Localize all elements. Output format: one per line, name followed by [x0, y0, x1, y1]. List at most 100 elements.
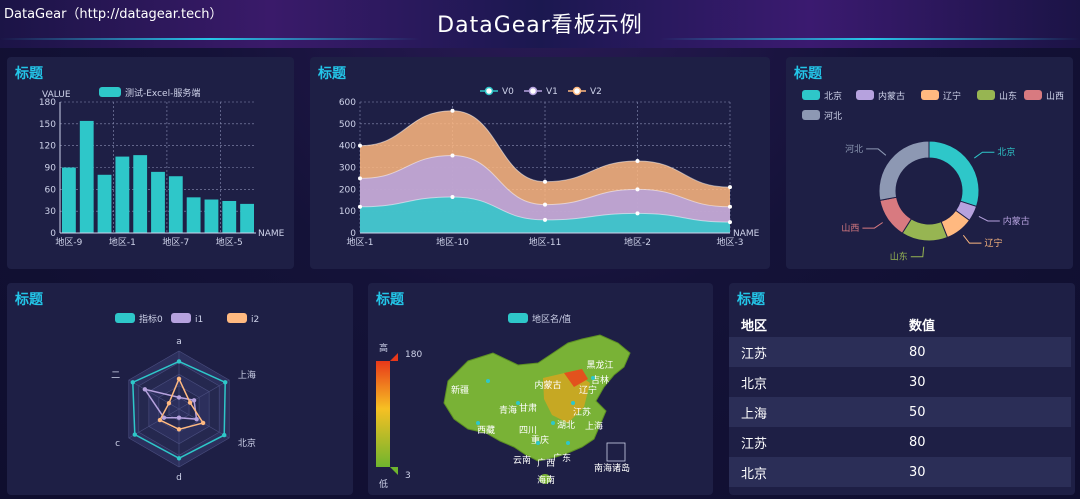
x-tick-label: 地区-11 [529, 236, 562, 248]
data-point [543, 179, 547, 184]
pie-label-line [974, 151, 995, 159]
legend-label: i1 [195, 315, 203, 325]
map-data-dot [516, 401, 520, 405]
pie-label-line [962, 234, 982, 244]
column-header-region[interactable]: 地区 [741, 318, 768, 334]
dashboard-title: DataGear看板示例 [437, 13, 643, 38]
bar [133, 155, 148, 233]
x-axis-label: NAME [733, 229, 760, 239]
area-chart-panel: 标题 V0 V1 V2 0 100 200 300 400 500 600 地区-1 地区-10 地区-… [310, 57, 770, 269]
cell-value: 50 [897, 397, 1071, 427]
x-tick-label: 地区-5 [216, 236, 243, 248]
column-header-value[interactable]: 数值 [909, 318, 936, 334]
legend-label: 内蒙古 [878, 90, 905, 102]
y-tick-label: 300 [339, 164, 356, 174]
bar [222, 200, 237, 233]
data-table: 地区 数值 江苏 80 北京 30 上海 50 江苏 80 北京 [729, 311, 1071, 487]
brand-link[interactable]: DataGear（http://datagear.tech） [4, 7, 223, 22]
bar [62, 167, 76, 233]
panel-title: 标题 [376, 292, 404, 308]
pie-slice [878, 140, 930, 201]
cell-region: 北京 [729, 367, 897, 397]
pie-label-line [862, 222, 883, 229]
pie-slice [928, 140, 980, 208]
data-point [728, 220, 732, 225]
panel-title: 标题 [318, 66, 346, 82]
table-row[interactable]: 北京 30 [729, 457, 1071, 487]
radar-axis [178, 379, 230, 410]
legend-label: V0 [502, 87, 514, 97]
x-tick-label: 地区-1 [109, 236, 136, 248]
radar-chart-panel: 标题 指标0 i1 i2 a 上海 北京 d c 二 [7, 283, 353, 495]
map-place-label: 广西 [537, 457, 555, 469]
map-place-label: 甘肃 [519, 402, 537, 414]
area-series-V0 [360, 196, 730, 233]
x-tick-label: 地区-7 [162, 236, 189, 248]
radar-point [161, 415, 167, 420]
map-place-label: 辽宁 [579, 384, 597, 396]
map-data-dot [536, 441, 540, 445]
data-point [358, 176, 362, 181]
map-place-label: 上海 [585, 420, 603, 432]
data-point [635, 158, 640, 163]
pie-label: 内蒙古 [1003, 215, 1030, 227]
data-point [635, 187, 640, 192]
area-chart[interactable]: V0 V1 V2 0 100 200 300 400 500 600 地区-1 地区-10 地区-11 地… [310, 57, 770, 269]
y-tick-label: 500 [339, 120, 356, 130]
y-tick-label: 90 [45, 164, 57, 174]
bar [97, 174, 112, 233]
legend-swatch [977, 90, 995, 100]
y-tick-label: 400 [339, 142, 356, 152]
legend-label: 山东 [999, 90, 1017, 102]
map-data-dot [551, 421, 555, 425]
bar-chart[interactable]: 测试-Excel-服务端 VALUE 0 30 60 90 120 150 180 地区-9 地区-… [7, 57, 294, 269]
table-row[interactable]: 江苏 80 [729, 427, 1071, 457]
y-axis-label: VALUE [42, 90, 71, 100]
radar-point [176, 415, 182, 420]
data-point [450, 194, 455, 199]
radar-point [222, 432, 227, 438]
visual-map-high-label: 高 [379, 342, 388, 354]
map-place-label: 新疆 [451, 384, 469, 396]
pie-label: 辽宁 [984, 237, 1002, 249]
legend-label: 指标0 [139, 313, 163, 325]
pie-label: 山西 [841, 223, 859, 234]
legend-label: 地区名/值 [532, 313, 571, 325]
map-place-label: 海南 [537, 474, 555, 486]
header-bar: DataGear（http://datagear.tech） DataGear看… [0, 0, 1080, 48]
radar-point [166, 401, 172, 406]
map-region-highlight [564, 369, 588, 387]
map-place-label: 青海 [499, 404, 517, 416]
map-place-label: 云南 [513, 454, 531, 466]
radar-point [132, 432, 137, 437]
legend-label: V2 [590, 87, 602, 97]
radar-point [176, 359, 182, 364]
map-place-label: 重庆 [531, 434, 549, 446]
hainan-island [539, 474, 551, 484]
y-tick-label: 60 [45, 185, 57, 195]
visual-map-handle-bottom [390, 467, 398, 475]
map-place-label: 西藏 [477, 424, 495, 436]
radar-point [191, 398, 197, 403]
table-row[interactable]: 上海 50 [729, 397, 1071, 427]
table-panel: 标题 地区 数值 江苏 80 北京 30 上海 50 江苏 80 [729, 283, 1075, 495]
radar-point [187, 400, 193, 405]
pie-label: 河北 [845, 143, 863, 155]
data-point [543, 202, 547, 207]
y-tick-label: 120 [39, 142, 56, 152]
cell-region: 上海 [729, 397, 897, 427]
y-tick-label: 0 [350, 229, 356, 239]
radar-point [194, 416, 199, 422]
cell-value: 80 [897, 337, 1071, 367]
y-tick-label: 30 [45, 207, 57, 217]
table-row[interactable]: 北京 30 [729, 367, 1071, 397]
table-row[interactable]: 江苏 80 [729, 337, 1071, 367]
data-point [358, 204, 362, 209]
bar [240, 203, 254, 233]
visual-map-bar [376, 361, 390, 467]
radar-point [176, 395, 182, 400]
x-axis-label: NAME [258, 229, 285, 239]
